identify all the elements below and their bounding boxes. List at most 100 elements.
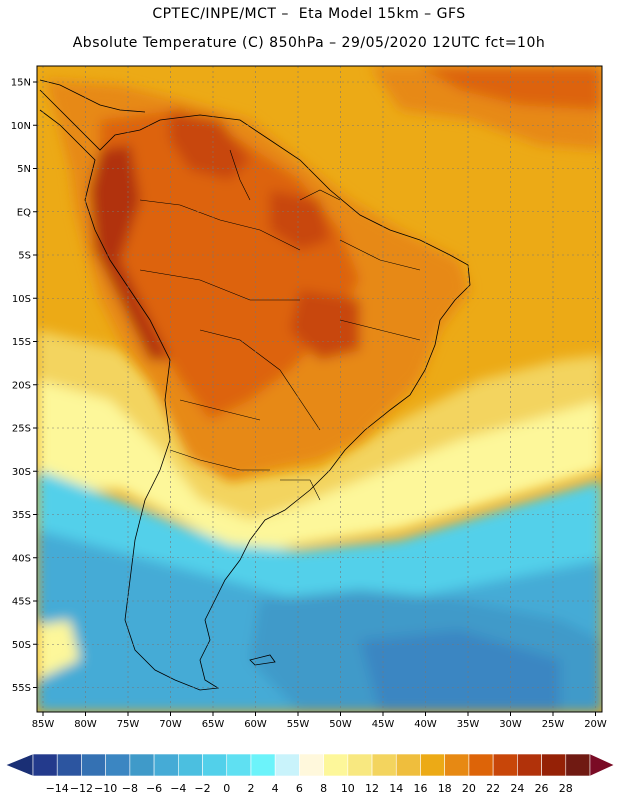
colorbar-swatch bbox=[323, 753, 349, 777]
colorbar-swatch bbox=[444, 753, 470, 777]
colorbar-swatch bbox=[517, 753, 542, 777]
colorbar-swatch bbox=[105, 753, 131, 777]
lon-tick-label: 20W bbox=[584, 719, 607, 730]
colorbar-label: 6 bbox=[296, 782, 303, 795]
temperature-field bbox=[37, 66, 602, 712]
lat-tick-label: 30S bbox=[12, 467, 31, 478]
colorbar-label: 20 bbox=[462, 782, 476, 795]
colorbar-label: 14 bbox=[389, 782, 403, 795]
colorbar-label: −14 bbox=[46, 782, 69, 795]
colorbar-swatch bbox=[129, 753, 155, 777]
border-line bbox=[169, 449, 270, 471]
colorbar-swatch bbox=[274, 753, 300, 777]
colorbar-label: 26 bbox=[535, 782, 549, 795]
colorbar-label: 24 bbox=[510, 782, 524, 795]
map-subtitle: Absolute Temperature (C) 850hPa – 29/05/… bbox=[72, 35, 546, 51]
colorbar-swatch bbox=[371, 753, 397, 777]
border-line bbox=[139, 269, 300, 301]
lat-tick-label: 5S bbox=[18, 251, 31, 262]
lon-tick-label: 70W bbox=[159, 719, 182, 730]
field-pale-sw bbox=[37, 620, 80, 680]
lat-tick-label: 50S bbox=[12, 640, 31, 651]
country-borders bbox=[139, 149, 421, 501]
central-america-coast bbox=[39, 79, 146, 113]
lat-tick-label: 45S bbox=[12, 597, 31, 608]
colorbar-swatch bbox=[565, 753, 591, 777]
colorbar-swatch bbox=[153, 753, 179, 777]
field-continent-hot bbox=[100, 110, 360, 420]
lat-tick-label: 10S bbox=[12, 294, 31, 305]
field-hotspot-central bbox=[290, 290, 360, 360]
colorbar-label: −4 bbox=[170, 782, 186, 795]
coastlines bbox=[39, 79, 471, 691]
lon-tick-label: 80W bbox=[74, 719, 97, 730]
lon-tick-label: 85W bbox=[32, 719, 55, 730]
colorbar-label: 2 bbox=[247, 782, 254, 795]
colorbar-label: −8 bbox=[122, 782, 138, 795]
lon-tick-label: 55W bbox=[287, 719, 310, 730]
field-hotter-ne bbox=[420, 66, 602, 110]
graticule bbox=[37, 66, 602, 712]
lat-tick-label: 40S bbox=[12, 553, 31, 564]
colorbar-label: 4 bbox=[272, 782, 279, 795]
plot-frame bbox=[36, 65, 603, 713]
colorbar-label: 8 bbox=[320, 782, 327, 795]
field-cream-band bbox=[37, 380, 602, 555]
lon-tick-label: 65W bbox=[202, 719, 225, 730]
colorbar-arrow-left bbox=[5, 753, 34, 777]
lon-tick-label: 25W bbox=[542, 719, 565, 730]
colorbar-swatch bbox=[32, 753, 58, 777]
colorbar-label: −2 bbox=[194, 782, 210, 795]
latitude-axis: 15N 10N 5N EQ 5S 10S 15S 20S 25S 30S 35S 40S 45S 50S 5… bbox=[11, 78, 37, 694]
lat-tick-label: 15S bbox=[12, 337, 31, 348]
colorbar-swatch bbox=[226, 753, 252, 777]
colorbar: −14 −12 −10 −8 −6 −4 −2 0 2 4 6 8 10 12 14 16 18 20 22 24 26… bbox=[5, 753, 615, 795]
lat-tick-label: 15N bbox=[11, 78, 31, 89]
lon-tick-label: 35W bbox=[457, 719, 480, 730]
colorbar-swatch bbox=[468, 753, 494, 777]
colorbar-swatch bbox=[56, 753, 82, 777]
colorbar-swatch bbox=[81, 753, 106, 777]
border-line bbox=[179, 399, 261, 421]
lat-tick-label: 20S bbox=[12, 380, 31, 391]
lat-tick-label: 55S bbox=[12, 683, 31, 694]
lon-tick-label: 30W bbox=[499, 719, 522, 730]
falklands-coast bbox=[249, 654, 276, 666]
lon-tick-label: 75W bbox=[117, 719, 140, 730]
colorbar-swatch bbox=[178, 753, 203, 777]
border-line bbox=[299, 189, 341, 201]
colorbar-swatch bbox=[250, 753, 276, 777]
colorbar-swatch bbox=[395, 753, 421, 777]
colorbar-swatch bbox=[347, 753, 373, 777]
field-andes-hot bbox=[90, 145, 170, 360]
colorbar-swatch bbox=[541, 753, 567, 777]
temperature-map: 15N 10N 5N EQ 5S 10S 15S 20S 25S 30S 35S 40S 45S 50S 5… bbox=[11, 65, 607, 730]
colorbar-swatch bbox=[420, 753, 445, 777]
lat-tick-label: 5N bbox=[17, 164, 31, 175]
colorbar-label: 22 bbox=[486, 782, 500, 795]
colorbar-label: 18 bbox=[438, 782, 452, 795]
border-line bbox=[280, 479, 321, 501]
border-line bbox=[199, 329, 321, 431]
border-line bbox=[229, 149, 251, 201]
colorbar-label: −6 bbox=[146, 782, 162, 795]
colorbar-label: −10 bbox=[94, 782, 117, 795]
lon-tick-label: 60W bbox=[244, 719, 267, 730]
lon-tick-label: 45W bbox=[372, 719, 395, 730]
south-america-coast bbox=[39, 89, 471, 691]
lat-tick-label: 35S bbox=[12, 510, 31, 521]
border-line bbox=[339, 319, 421, 341]
colorbar-swatch bbox=[299, 753, 324, 777]
colorbar-swatch bbox=[492, 753, 518, 777]
colorbar-label: 12 bbox=[365, 782, 379, 795]
lat-tick-label: 10N bbox=[11, 121, 31, 132]
border-line bbox=[339, 239, 421, 271]
field-hotspot-north bbox=[170, 110, 250, 180]
field-hotspot-amazon bbox=[270, 190, 330, 250]
colorbar-label: −12 bbox=[70, 782, 93, 795]
lon-tick-label: 50W bbox=[329, 719, 352, 730]
longitude-axis: 85W 80W 75W 70W 65W 60W 55W 50W 45W 40W 35W 30W 25W 2… bbox=[32, 712, 607, 730]
lon-tick-label: 40W bbox=[414, 719, 437, 730]
map-title: CPTEC/INPE/MCT – Eta Model 15km – GFS bbox=[152, 6, 466, 22]
field-cold-core bbox=[360, 630, 560, 712]
